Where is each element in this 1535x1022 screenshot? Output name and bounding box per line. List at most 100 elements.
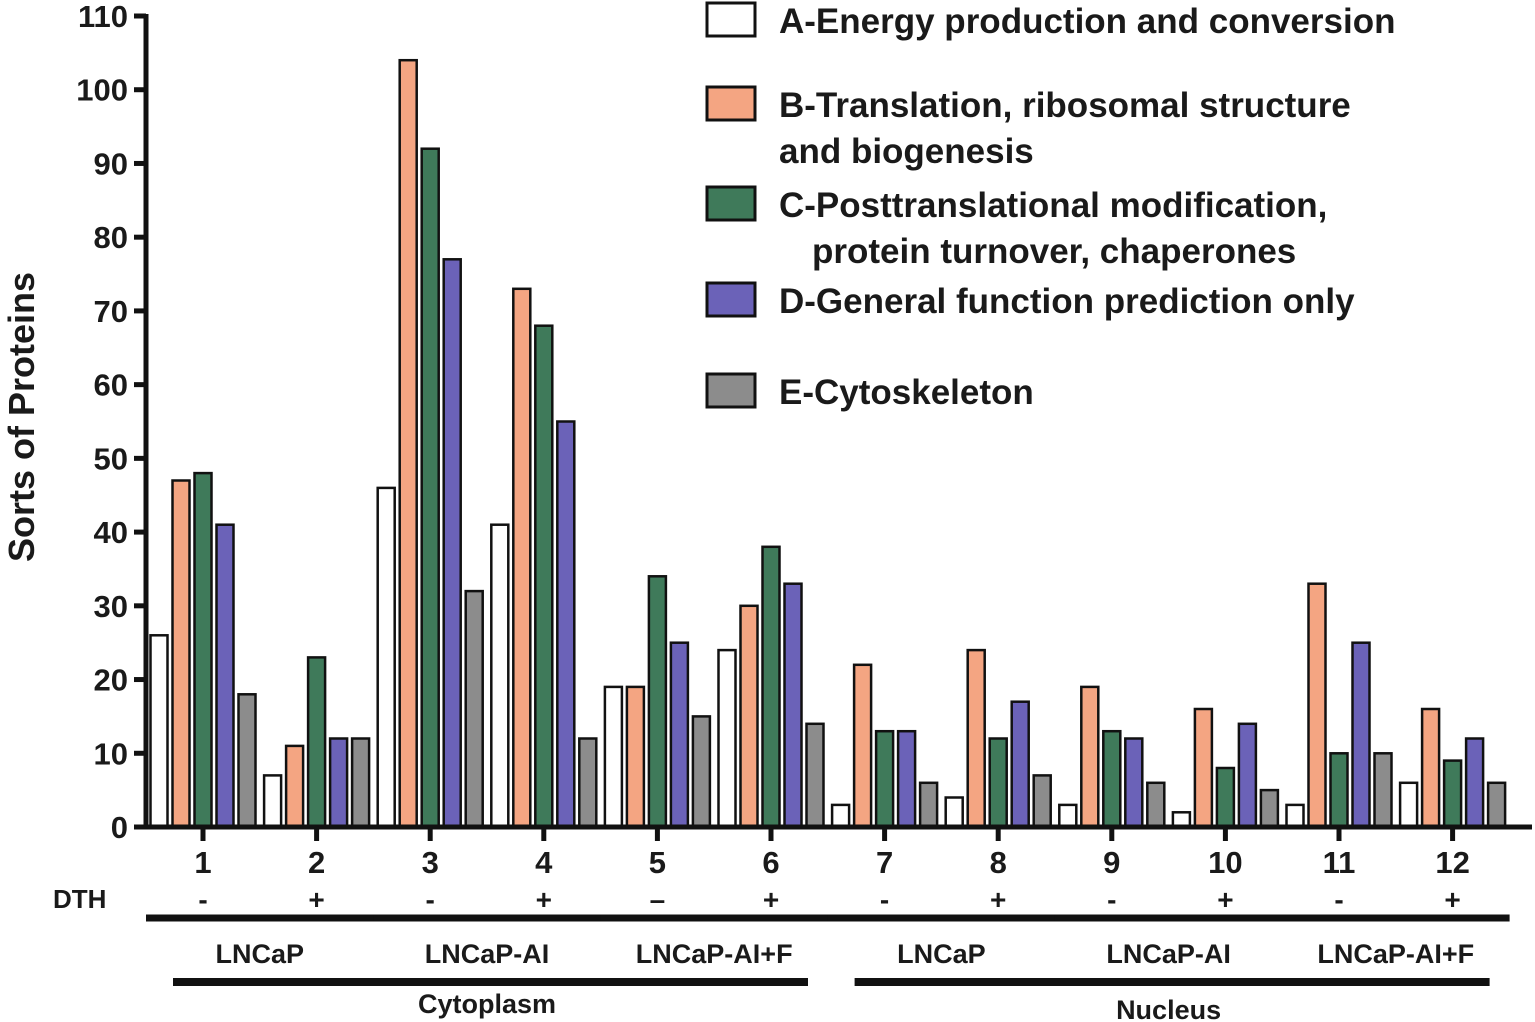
y-tick-label: 90 (94, 146, 128, 181)
bar-2-10 (1195, 709, 1212, 827)
bar-5-8 (1034, 775, 1051, 827)
y-tick-label: 80 (94, 220, 128, 255)
dth-sign: - (1107, 884, 1116, 915)
x-annotations: DTH - + - + – + - + - + - +LNCaP LNCaP-AI LNCaP-AI+F LN… (53, 884, 1510, 1022)
y-tick-label: 0 (111, 810, 128, 845)
dth-sign: + (308, 884, 324, 915)
dth-label: DTH (53, 884, 106, 914)
bar-5-10 (1261, 790, 1278, 827)
bar-1-3 (378, 488, 395, 827)
bar-3-10 (1217, 768, 1234, 827)
x-tick-label: 1 (194, 845, 211, 880)
legend-swatch-1 (707, 3, 755, 36)
legend-label: B-Translation, ribosomal structure (779, 86, 1351, 125)
x-tick-label: 2 (308, 845, 325, 880)
legend: A-Energy production and conversion B-Tran… (707, 2, 1395, 412)
dth-sign: – (650, 884, 666, 915)
bar-2-9 (1081, 687, 1098, 827)
legend-swatch-2 (707, 87, 755, 120)
bar-1-6 (719, 650, 736, 827)
bar-3-1 (195, 473, 212, 827)
legend-swatch-3 (707, 187, 755, 220)
dth-sign: - (880, 884, 889, 915)
legend-swatch-4 (707, 283, 755, 316)
bar-5-4 (579, 739, 596, 828)
bar-4-10 (1239, 724, 1256, 827)
bar-4-6 (785, 584, 802, 827)
bar-4-4 (557, 422, 574, 828)
bar-3-11 (1331, 753, 1348, 827)
bar-1-1 (151, 635, 168, 827)
bar-5-1 (239, 694, 256, 827)
dth-sign: - (426, 884, 435, 915)
bar-1-7 (832, 805, 849, 827)
group-label: LNCaP-AI+F (1317, 939, 1474, 969)
compartment-label: Cytoplasm (418, 989, 556, 1019)
bar-3-4 (535, 326, 552, 827)
bar-2-12 (1422, 709, 1439, 827)
bar-5-11 (1375, 753, 1392, 827)
bar-1-9 (1059, 805, 1076, 827)
y-tick-label: 40 (94, 515, 128, 550)
bar-4-9 (1125, 739, 1142, 828)
dth-sign: + (536, 884, 552, 915)
dth-sign: - (1334, 884, 1343, 915)
compartment-label: Nucleus (1116, 995, 1221, 1022)
bar-4-2 (330, 739, 347, 828)
dth-sign: + (1217, 884, 1233, 915)
bar-3-12 (1444, 761, 1461, 827)
bar-2-2 (286, 746, 303, 827)
group-label: LNCaP (216, 939, 305, 969)
y-tick-label: 60 (94, 368, 128, 403)
y-tick-label: 100 (76, 73, 128, 108)
x-tick-label: 11 (1323, 845, 1356, 880)
bars-layer (151, 60, 1506, 827)
legend-label: D-General function prediction only (779, 282, 1355, 321)
x-tick-label: 9 (1103, 845, 1120, 880)
legend-label: E-Cytoskeleton (779, 373, 1034, 412)
bar-5-12 (1488, 783, 1505, 827)
bar-5-7 (920, 783, 937, 827)
bar-5-5 (693, 716, 710, 827)
dth-sign: + (763, 884, 779, 915)
bar-1-5 (605, 687, 622, 827)
bar-1-2 (264, 775, 281, 827)
legend-label: C-Posttranslational modification, (779, 186, 1327, 225)
legend-swatch-5 (707, 374, 755, 407)
bar-4-5 (671, 643, 688, 827)
x-tick-label: 12 (1435, 845, 1469, 880)
bar-3-3 (422, 149, 439, 827)
bar-2-8 (968, 650, 985, 827)
bar-2-1 (173, 481, 190, 828)
x-tick-label: 5 (649, 845, 666, 880)
bar-1-4 (491, 525, 508, 827)
bar-4-12 (1466, 739, 1483, 828)
bar-2-3 (400, 60, 417, 827)
bar-3-2 (308, 657, 325, 827)
bar-2-5 (627, 687, 644, 827)
chart: 01020304050607080901001101 2 3 4 5 6 7 8 9 10 11 12… (0, 0, 1535, 1022)
bar-5-2 (352, 739, 369, 828)
dth-sign: + (990, 884, 1006, 915)
bar-3-6 (763, 547, 780, 827)
bar-2-6 (741, 606, 758, 827)
bar-5-6 (807, 724, 824, 827)
bar-2-7 (854, 665, 871, 827)
bar-4-3 (444, 259, 461, 827)
bar-4-11 (1353, 643, 1370, 827)
legend-label: and biogenesis (779, 132, 1034, 171)
bar-3-5 (649, 576, 666, 827)
y-tick-label: 20 (94, 663, 128, 698)
group-label: LNCaP-AI (1106, 939, 1231, 969)
bar-5-3 (466, 591, 483, 827)
x-tick-label: 4 (535, 845, 553, 880)
x-tick-label: 7 (876, 845, 893, 880)
bar-2-4 (513, 289, 530, 827)
x-tick-label: 8 (990, 845, 1007, 880)
bar-4-7 (898, 731, 915, 827)
legend-label: A-Energy production and conversion (779, 2, 1395, 41)
bar-1-12 (1400, 783, 1417, 827)
group-label: LNCaP-AI (425, 939, 550, 969)
bar-3-7 (876, 731, 893, 827)
y-axis-title: Sorts of Proteins (1, 272, 42, 562)
